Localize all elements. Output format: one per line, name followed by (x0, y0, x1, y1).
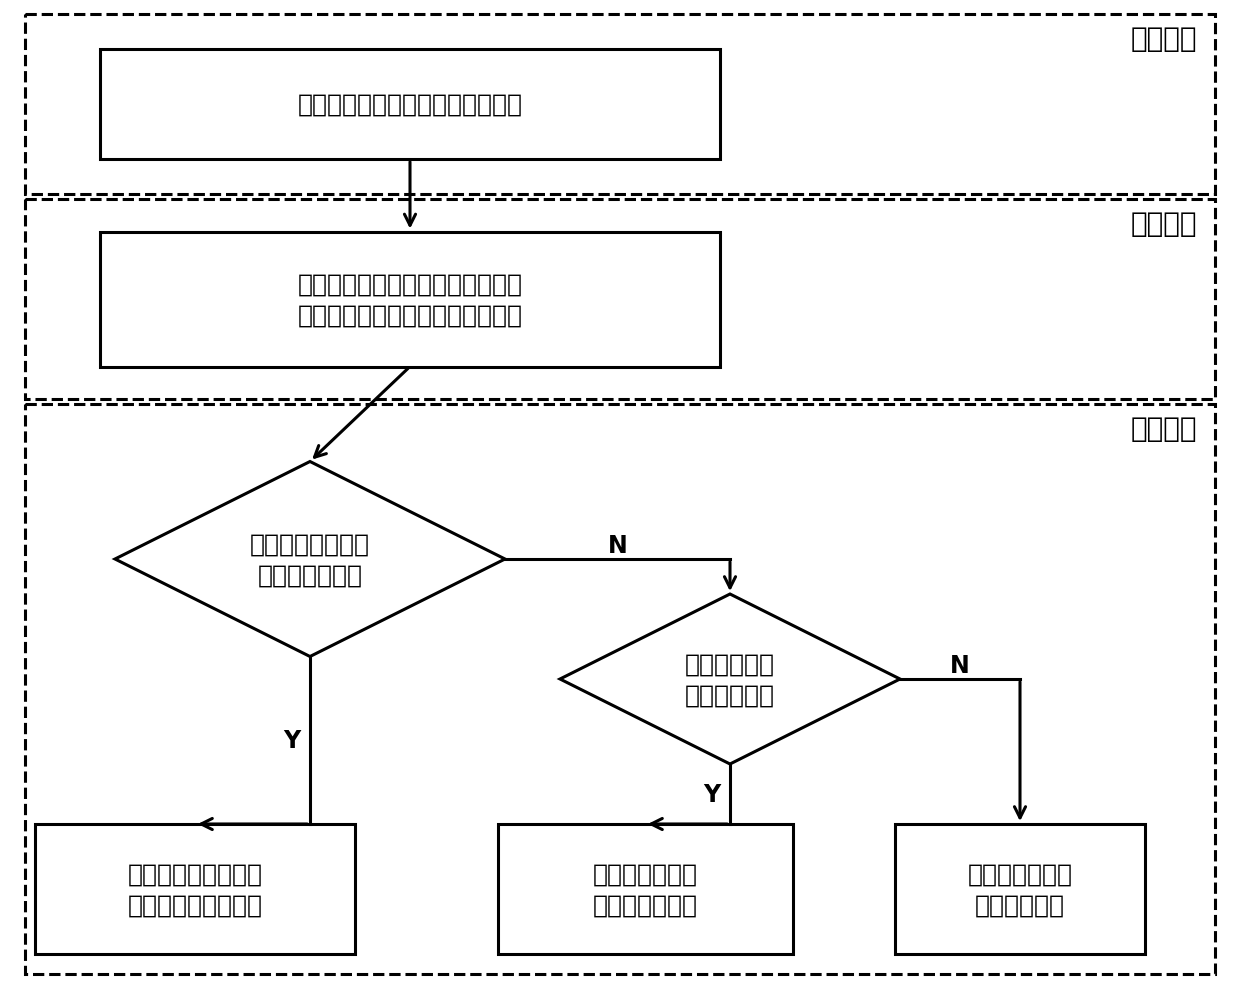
Text: Y: Y (284, 729, 300, 752)
Text: 国家层面: 国家层面 (1131, 25, 1197, 53)
Text: 电网企业与发电企业达成双边绿证
购买协定，并将配额逐步分摊到日: 电网企业与发电企业达成双边绿证 购买协定，并将配额逐步分摊到日 (298, 272, 522, 327)
Bar (25, 405, 1215, 974)
Text: 能否在市场上
购买到绿证？: 能否在市场上 购买到绿证？ (684, 651, 775, 707)
Bar (35, 824, 355, 954)
Text: 所供绿证量是否能
满足配额需求？: 所供绿证量是否能 满足配额需求？ (250, 532, 370, 587)
Text: 发电企业将多余绿证
放到绿证市场上销售: 发电企业将多余绿证 放到绿证市场上销售 (128, 862, 263, 916)
Text: 可再生能源电力配额指标初始分配: 可再生能源电力配额指标初始分配 (298, 92, 522, 117)
Text: Y: Y (703, 782, 720, 806)
Text: 电网企业、发电
企业接受惩罚: 电网企业、发电 企业接受惩罚 (967, 862, 1073, 916)
Text: 企业层面: 企业层面 (1131, 210, 1197, 238)
Text: 电网企业从绿证
市场上购买绿证: 电网企业从绿证 市场上购买绿证 (593, 862, 697, 916)
Bar (497, 824, 792, 954)
Bar (100, 233, 720, 367)
Polygon shape (115, 462, 505, 657)
Polygon shape (560, 594, 900, 764)
Bar (25, 15, 1215, 195)
Bar (100, 50, 720, 160)
Text: N: N (608, 534, 627, 558)
Text: 绿证交易: 绿证交易 (1131, 414, 1197, 442)
Bar (895, 824, 1145, 954)
Text: N: N (950, 653, 970, 677)
Bar (25, 200, 1215, 400)
